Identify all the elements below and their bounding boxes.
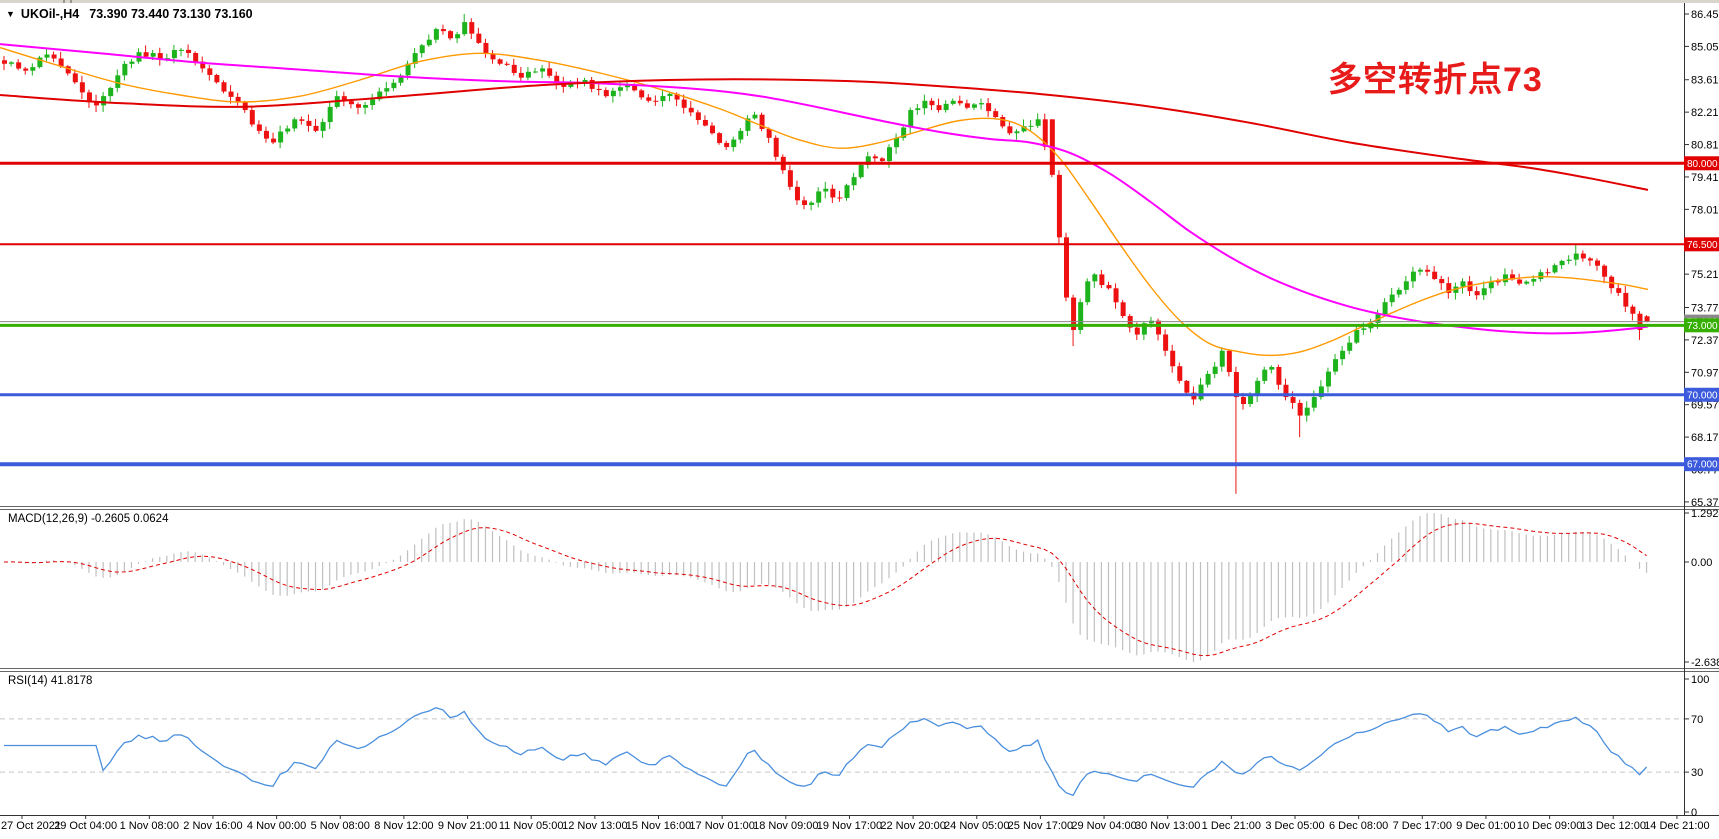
svg-text:8 Nov 12:00: 8 Nov 12:00 bbox=[374, 820, 433, 832]
svg-text:73.000: 73.000 bbox=[1687, 321, 1718, 332]
svg-text:70.970: 70.970 bbox=[1691, 367, 1719, 379]
svg-text:30: 30 bbox=[1691, 767, 1703, 779]
svg-text:82.210: 82.210 bbox=[1691, 107, 1719, 119]
svg-text:80.000: 80.000 bbox=[1687, 159, 1718, 170]
svg-text:1 Nov 08:00: 1 Nov 08:00 bbox=[120, 820, 179, 832]
window-top-strip bbox=[0, 0, 1719, 3]
svg-text:70.000: 70.000 bbox=[1687, 390, 1718, 401]
symbol-period-label: UKOil-,H4 bbox=[20, 7, 80, 21]
svg-text:79.410: 79.410 bbox=[1691, 172, 1719, 184]
symbol-dropdown-icon[interactable]: ▼ bbox=[6, 8, 15, 19]
svg-text:24 Nov 05:00: 24 Nov 05:00 bbox=[944, 820, 1009, 832]
svg-text:22 Nov 20:00: 22 Nov 20:00 bbox=[880, 820, 945, 832]
svg-text:65.370: 65.370 bbox=[1691, 497, 1719, 509]
svg-text:1.2924: 1.2924 bbox=[1691, 508, 1719, 520]
svg-text:70: 70 bbox=[1691, 714, 1703, 726]
svg-text:19 Nov 17:00: 19 Nov 17:00 bbox=[817, 820, 882, 832]
svg-text:9 Dec 01:00: 9 Dec 01:00 bbox=[1456, 820, 1515, 832]
svg-text:29 Oct 04:00: 29 Oct 04:00 bbox=[54, 820, 117, 832]
svg-text:7 Dec 17:00: 7 Dec 17:00 bbox=[1393, 820, 1452, 832]
rsi-label: RSI(14) 41.8178 bbox=[8, 675, 92, 687]
svg-text:10 Dec 09:00: 10 Dec 09:00 bbox=[1517, 820, 1582, 832]
window-chrome-mark bbox=[63, 0, 65, 3]
svg-text:13 Dec 12:00: 13 Dec 12:00 bbox=[1581, 820, 1646, 832]
svg-text:4 Nov 00:00: 4 Nov 00:00 bbox=[247, 820, 306, 832]
svg-text:17 Nov 01:00: 17 Nov 01:00 bbox=[689, 820, 754, 832]
svg-text:85.050: 85.050 bbox=[1691, 41, 1719, 53]
svg-text:18 Nov 09:00: 18 Nov 09:00 bbox=[753, 820, 818, 832]
svg-text:5 Nov 08:00: 5 Nov 08:00 bbox=[311, 820, 370, 832]
ohlc-values: 73.390 73.440 73.130 73.160 bbox=[89, 7, 253, 21]
svg-text:2 Nov 16:00: 2 Nov 16:00 bbox=[183, 820, 242, 832]
svg-text:11 Nov 05:00: 11 Nov 05:00 bbox=[499, 820, 564, 832]
svg-text:1 Dec 21:00: 1 Dec 21:00 bbox=[1202, 820, 1261, 832]
window-chrome-mark bbox=[70, 0, 72, 3]
svg-text:6 Dec 08:00: 6 Dec 08:00 bbox=[1329, 820, 1388, 832]
svg-text:12 Nov 13:00: 12 Nov 13:00 bbox=[562, 820, 627, 832]
svg-text:3 Dec 05:00: 3 Dec 05:00 bbox=[1265, 820, 1324, 832]
svg-text:100: 100 bbox=[1691, 674, 1709, 686]
svg-text:83.610: 83.610 bbox=[1691, 75, 1719, 87]
svg-text:72.370: 72.370 bbox=[1691, 335, 1719, 347]
svg-text:30 Nov 13:00: 30 Nov 13:00 bbox=[1135, 820, 1200, 832]
macd-name: MACD(12,26,9) bbox=[8, 513, 88, 525]
chart-title: ▼ UKOil-,H4 73.390 73.440 73.130 73.160 bbox=[6, 7, 253, 21]
macd-label: MACD(12,26,9) -0.2605 0.0624 bbox=[8, 513, 168, 525]
svg-text:-2.6386: -2.6386 bbox=[1691, 657, 1719, 669]
svg-text:29 Nov 04:00: 29 Nov 04:00 bbox=[1071, 820, 1136, 832]
svg-text:86.450: 86.450 bbox=[1691, 9, 1719, 21]
rsi-name: RSI(14) bbox=[8, 675, 48, 687]
svg-text:68.170: 68.170 bbox=[1691, 432, 1719, 444]
svg-text:0.00: 0.00 bbox=[1691, 557, 1712, 569]
svg-text:9 Nov 21:00: 9 Nov 21:00 bbox=[438, 820, 497, 832]
svg-text:73.770: 73.770 bbox=[1691, 302, 1719, 314]
svg-text:76.500: 76.500 bbox=[1687, 240, 1718, 251]
svg-text:27 Oct 2021: 27 Oct 2021 bbox=[1, 820, 61, 832]
svg-text:67.000: 67.000 bbox=[1687, 460, 1718, 471]
svg-text:75.210: 75.210 bbox=[1691, 269, 1719, 281]
svg-text:25 Nov 17:00: 25 Nov 17:00 bbox=[1008, 820, 1073, 832]
svg-text:80.810: 80.810 bbox=[1691, 140, 1719, 152]
macd-values: -0.2605 0.0624 bbox=[91, 513, 169, 525]
svg-text:78.010: 78.010 bbox=[1691, 204, 1719, 216]
rsi-value: 41.8178 bbox=[50, 675, 93, 687]
svg-text:69.570: 69.570 bbox=[1691, 400, 1719, 412]
svg-text:15 Nov 16:00: 15 Nov 16:00 bbox=[626, 820, 691, 832]
chart-annotation-text: 多空转折点73 bbox=[1328, 61, 1543, 99]
svg-text:14 Dec 21:00: 14 Dec 21:00 bbox=[1644, 820, 1709, 832]
svg-text:0: 0 bbox=[1691, 807, 1697, 819]
